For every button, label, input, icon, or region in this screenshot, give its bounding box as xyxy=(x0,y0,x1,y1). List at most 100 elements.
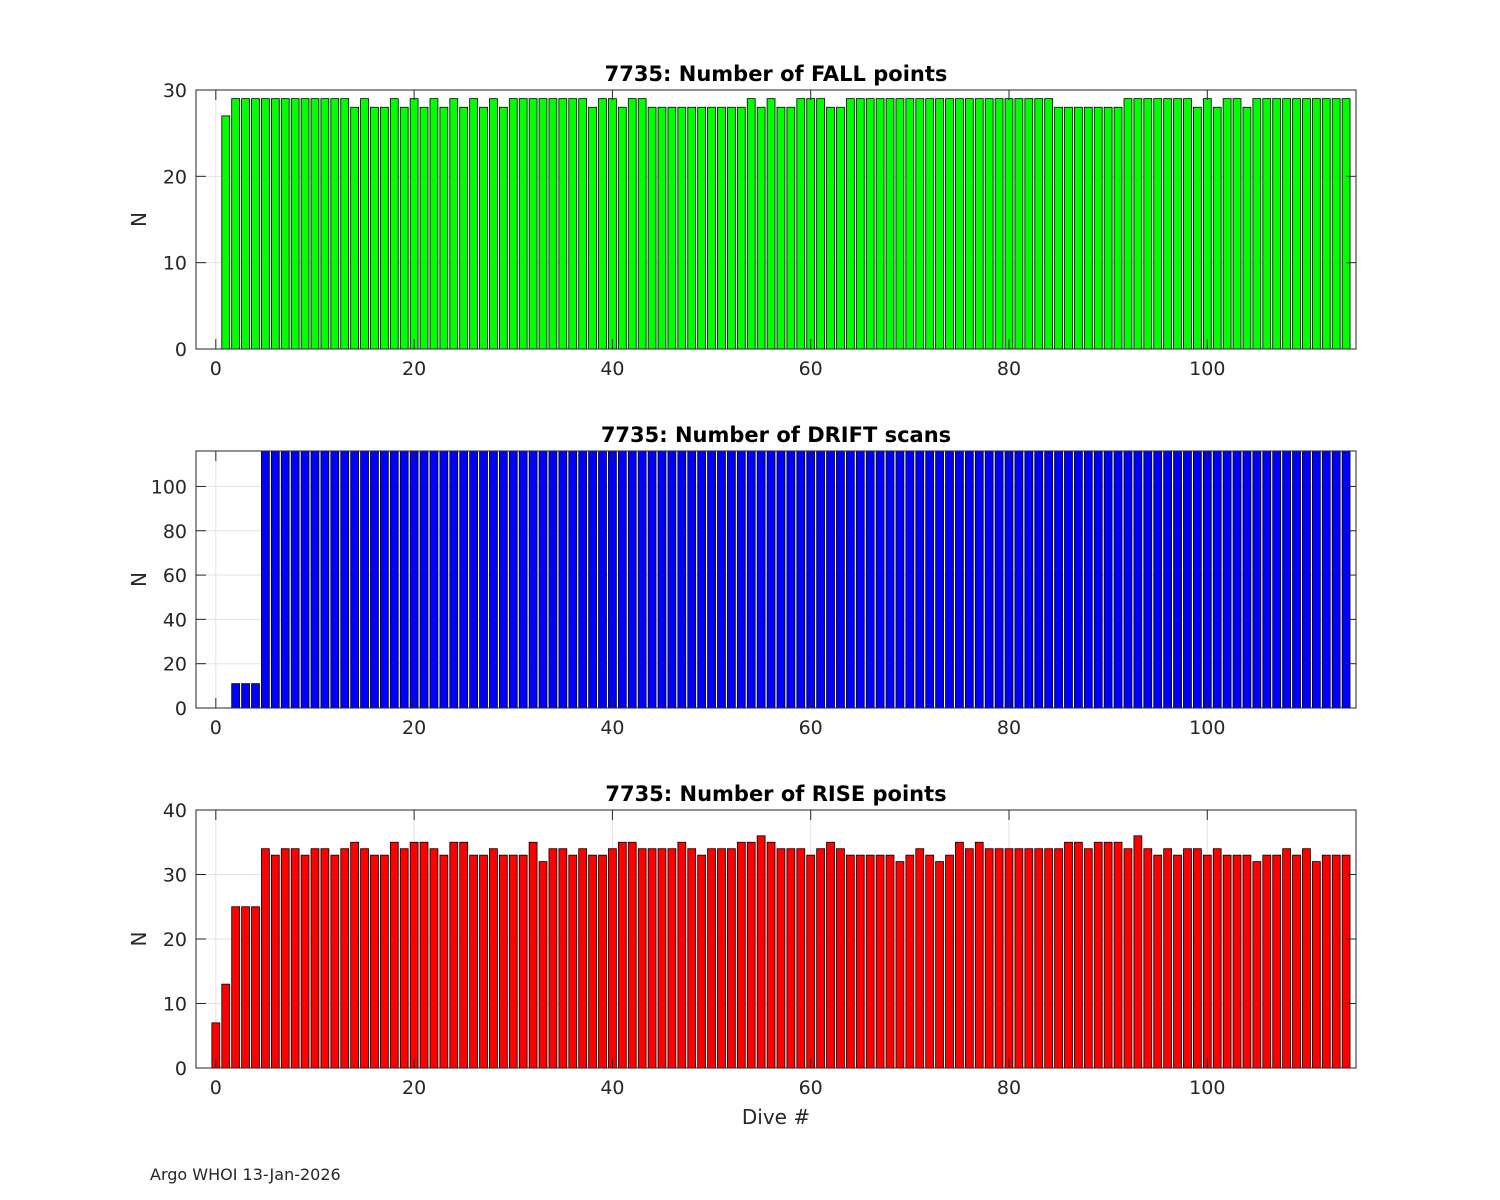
bar xyxy=(845,854,855,1069)
bar xyxy=(419,450,429,709)
bar xyxy=(1183,450,1192,709)
y-tick-label: 40 xyxy=(163,800,187,822)
bar xyxy=(617,106,627,350)
y-tick-label: 20 xyxy=(163,929,187,951)
bar xyxy=(845,98,855,350)
bar xyxy=(1024,98,1034,350)
bar xyxy=(261,450,270,709)
bar xyxy=(479,854,488,1069)
chart-title: 7735: Number of DRIFT scans xyxy=(601,423,951,447)
bar xyxy=(627,98,637,350)
bar xyxy=(1103,450,1113,709)
bar xyxy=(300,854,310,1069)
bar xyxy=(806,450,816,709)
x-tick-label: 0 xyxy=(210,1077,222,1099)
bar xyxy=(796,98,806,350)
bar xyxy=(627,450,637,709)
bar xyxy=(647,106,657,350)
bar xyxy=(469,98,478,350)
bar xyxy=(1212,848,1222,1069)
bar xyxy=(1064,106,1073,350)
bar xyxy=(1202,450,1212,709)
bar xyxy=(340,98,350,350)
x-tick-label: 20 xyxy=(402,717,426,739)
bar xyxy=(736,450,746,709)
bar xyxy=(409,841,419,1069)
bar xyxy=(935,450,944,709)
bar xyxy=(330,854,340,1069)
bar xyxy=(300,450,310,709)
bar xyxy=(796,450,806,709)
bar xyxy=(479,106,488,350)
bar xyxy=(528,450,538,709)
bar xyxy=(280,98,290,350)
bar xyxy=(1341,98,1351,350)
bar xyxy=(429,98,439,350)
bar xyxy=(647,450,657,709)
bar xyxy=(955,450,964,709)
y-tick-label: 0 xyxy=(175,1058,187,1080)
bar xyxy=(1222,450,1232,709)
bar xyxy=(964,848,974,1069)
bar xyxy=(945,450,954,709)
x-tick-label: 100 xyxy=(1189,717,1225,739)
bar xyxy=(558,98,568,350)
bar xyxy=(647,848,657,1069)
bar xyxy=(568,98,578,350)
bar xyxy=(1044,848,1054,1069)
x-tick-label: 0 xyxy=(210,358,222,380)
bar xyxy=(1311,450,1321,709)
bar xyxy=(469,854,478,1069)
x-tick-label: 60 xyxy=(799,1077,823,1099)
bar xyxy=(340,450,350,709)
bar xyxy=(350,106,359,350)
bar xyxy=(518,450,528,709)
bar xyxy=(578,98,588,350)
bar xyxy=(826,841,835,1069)
bar xyxy=(925,98,935,350)
bar xyxy=(261,848,270,1069)
bar xyxy=(498,450,508,709)
bar xyxy=(984,98,994,350)
x-tick-label: 60 xyxy=(799,358,823,380)
x-tick-label: 80 xyxy=(997,717,1021,739)
bar xyxy=(389,98,399,350)
bar xyxy=(1193,450,1202,709)
y-tick-label: 10 xyxy=(163,994,187,1016)
bar xyxy=(836,106,845,350)
bar xyxy=(816,98,825,350)
bar xyxy=(370,854,379,1069)
bar xyxy=(399,848,409,1069)
bar xyxy=(984,450,994,709)
bar xyxy=(1024,450,1034,709)
bar xyxy=(786,848,796,1069)
bar xyxy=(1123,450,1133,709)
bar xyxy=(915,98,925,350)
bar xyxy=(1183,98,1192,350)
bar xyxy=(548,450,558,709)
y-tick-label: 40 xyxy=(163,609,187,631)
bar xyxy=(439,450,449,709)
bar xyxy=(231,683,241,709)
bar xyxy=(320,848,330,1069)
bar xyxy=(766,841,776,1069)
bar xyxy=(380,854,389,1069)
bar xyxy=(251,98,260,350)
bar xyxy=(300,98,310,350)
bar xyxy=(498,854,508,1069)
bar xyxy=(439,106,449,350)
bar xyxy=(608,450,617,709)
bar xyxy=(865,98,875,350)
bar xyxy=(1163,98,1172,350)
bar xyxy=(776,848,786,1069)
bar xyxy=(1212,450,1222,709)
bar xyxy=(568,854,578,1069)
bar xyxy=(717,450,726,709)
bar xyxy=(459,106,469,350)
bar xyxy=(667,848,677,1069)
bar xyxy=(320,450,330,709)
bar xyxy=(736,106,746,350)
bar xyxy=(568,450,578,709)
bar xyxy=(637,98,647,350)
bar xyxy=(687,106,697,350)
